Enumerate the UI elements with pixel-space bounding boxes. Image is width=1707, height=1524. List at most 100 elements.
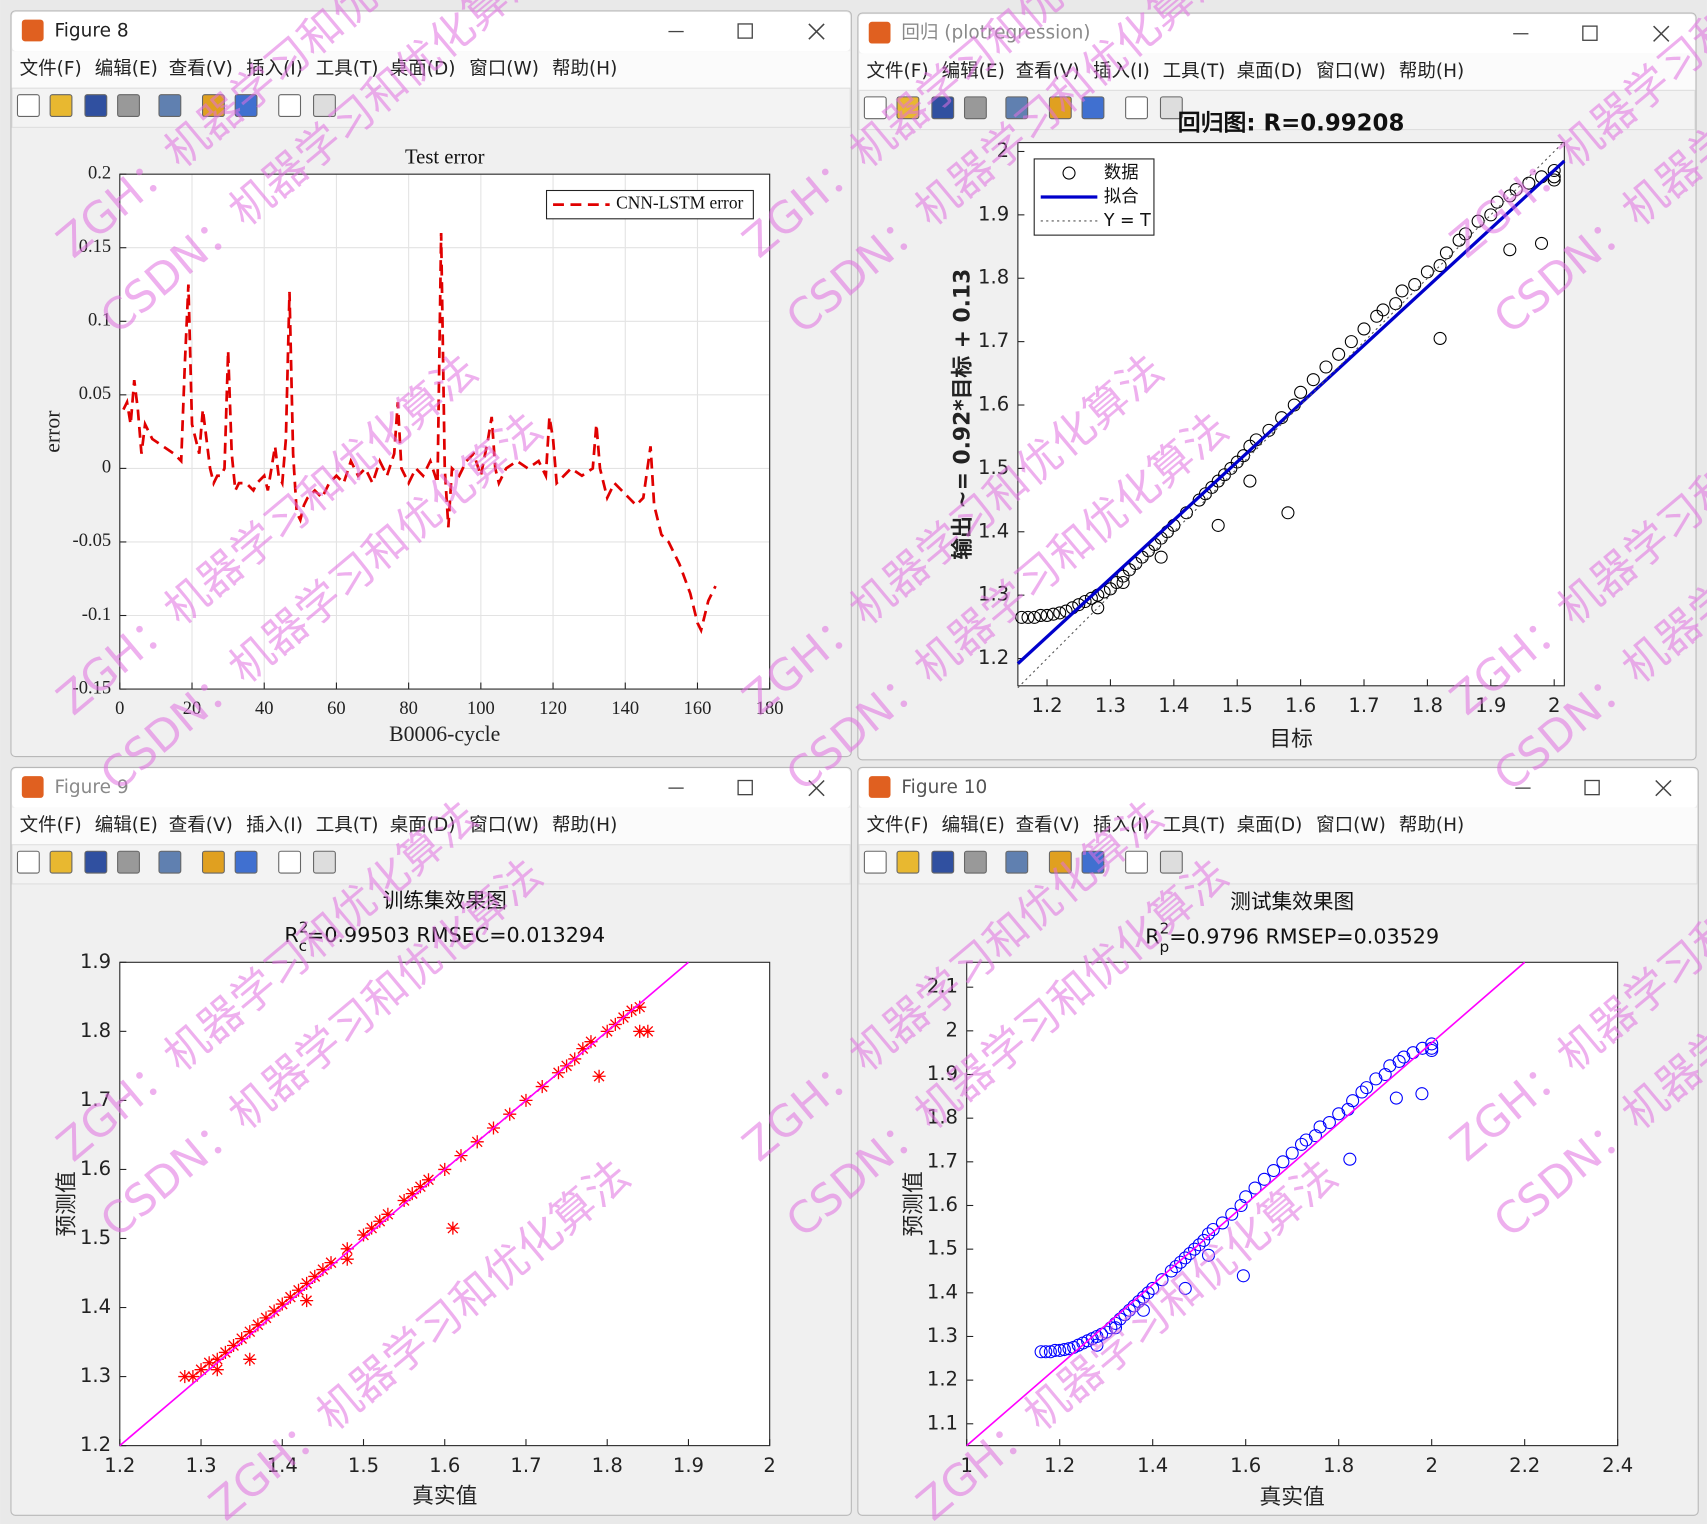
menu-item[interactable]: 桌面(D) <box>1237 61 1303 82</box>
subtitle-sup: 2 <box>299 918 309 936</box>
data-point <box>1108 1321 1123 1335</box>
data-point <box>1294 1137 1309 1151</box>
maximize-button[interactable] <box>737 779 753 796</box>
menu-item[interactable]: 文件(F) <box>20 59 82 80</box>
data-point <box>316 1263 330 1277</box>
y-tick-label: 0.1 <box>88 311 111 331</box>
toolbar-button[interactable] <box>1125 96 1148 120</box>
menu-item[interactable]: 窗口(W) <box>1316 61 1386 82</box>
toolbar-button[interactable] <box>201 94 225 118</box>
app-icon <box>21 776 44 798</box>
menu-item[interactable]: 桌面(D) <box>390 815 456 836</box>
subtitle-sub: p <box>1160 938 1170 956</box>
data-point <box>275 1297 289 1311</box>
toolbar-button[interactable] <box>1005 850 1029 874</box>
toolbar-button[interactable] <box>863 850 887 874</box>
toolbar-button[interactable] <box>278 94 302 118</box>
toolbar-button[interactable] <box>16 850 40 874</box>
toolbar-button[interactable] <box>896 96 920 120</box>
menu-item[interactable]: 文件(F) <box>867 815 929 836</box>
toolbar-button[interactable] <box>158 850 182 874</box>
toolbar-button[interactable] <box>1048 96 1072 120</box>
menu-item[interactable]: 查看(V) <box>169 59 233 80</box>
menu-item[interactable]: 编辑(E) <box>95 59 158 80</box>
toolbar-button[interactable] <box>896 850 920 874</box>
menu-item[interactable]: 编辑(E) <box>942 61 1005 82</box>
menu-item[interactable]: 工具(T) <box>1163 815 1226 836</box>
toolbar-button[interactable] <box>1048 850 1072 874</box>
data-point <box>1084 591 1098 605</box>
toolbar-button[interactable] <box>1159 850 1183 874</box>
title-bar <box>12 11 851 52</box>
menu-item[interactable]: 编辑(E) <box>95 815 158 836</box>
data-point <box>1146 1281 1160 1295</box>
toolbar-button[interactable] <box>49 850 73 874</box>
menu-item[interactable]: 插入(I) <box>1093 61 1150 82</box>
menu-item[interactable]: 窗口(W) <box>469 59 539 80</box>
toolbar-button[interactable] <box>84 850 108 874</box>
toolbar-button[interactable] <box>278 850 302 874</box>
toolbar-button[interactable] <box>863 96 887 120</box>
menu-item[interactable]: 帮助(H) <box>552 59 617 80</box>
toolbar-button[interactable] <box>1081 850 1105 874</box>
menu-item[interactable]: 插入(I) <box>246 59 303 80</box>
menu-item[interactable]: 查看(V) <box>1016 815 1080 836</box>
toolbar-button[interactable] <box>313 850 336 874</box>
y-tick-label: 1.4 <box>927 1280 958 1303</box>
toolbar-button[interactable] <box>16 94 40 118</box>
menu-item[interactable]: 文件(F) <box>867 61 929 82</box>
toolbar-button[interactable] <box>201 850 225 874</box>
toolbar-button[interactable] <box>313 94 336 118</box>
menu-item[interactable]: 帮助(H) <box>1399 61 1464 82</box>
close-button[interactable] <box>1653 25 1670 42</box>
menu-item[interactable]: 桌面(D) <box>390 59 456 80</box>
menu-item[interactable]: 窗口(W) <box>1316 815 1386 836</box>
toolbar-button[interactable] <box>1159 96 1183 120</box>
maximize-button[interactable] <box>1582 25 1598 41</box>
menu-item[interactable]: 查看(V) <box>169 815 233 836</box>
y-tick-label: -0.05 <box>73 531 112 551</box>
menu-item[interactable]: 文件(F) <box>20 815 82 836</box>
maximize-button[interactable] <box>737 23 753 39</box>
toolbar-button[interactable] <box>931 96 955 120</box>
toolbar-button[interactable] <box>1081 96 1105 120</box>
data-point <box>1215 1216 1229 1230</box>
close-button[interactable] <box>808 23 825 40</box>
toolbar-button[interactable] <box>234 850 258 874</box>
toolbar-button[interactable] <box>931 850 955 874</box>
window-title: Figure 9 <box>54 777 128 798</box>
toolbar-button[interactable] <box>963 850 987 874</box>
toolbar-button[interactable] <box>117 94 140 118</box>
menu-item[interactable]: 编辑(E) <box>942 815 1005 836</box>
data-point <box>1357 322 1371 336</box>
toolbar-button[interactable] <box>1005 96 1029 120</box>
data-point <box>202 1356 216 1370</box>
toolbar-button[interactable] <box>117 850 140 874</box>
toolbar-button[interactable] <box>84 94 108 118</box>
maximize-button[interactable] <box>1584 779 1600 796</box>
toolbar-button[interactable] <box>158 94 182 118</box>
menu-item[interactable]: 查看(V) <box>1016 61 1080 82</box>
data-point <box>1343 1152 1357 1166</box>
close-button[interactable] <box>1655 779 1672 797</box>
data-point <box>1116 575 1130 590</box>
y-tick-label: 1.5 <box>80 1226 111 1249</box>
x-tick-label: 1.8 <box>592 1454 623 1477</box>
toolbar-button[interactable] <box>963 96 987 120</box>
menu-item[interactable]: 插入(I) <box>1093 815 1150 836</box>
menu-item[interactable]: 桌面(D) <box>1237 815 1303 836</box>
menu-item[interactable]: 工具(T) <box>316 59 379 80</box>
menu-item[interactable]: 工具(T) <box>1163 61 1226 82</box>
menu-item[interactable]: 插入(I) <box>246 815 303 836</box>
subtitle-sup: 2 <box>1160 919 1170 937</box>
menu-item[interactable]: 窗口(W) <box>469 815 539 836</box>
menu-item[interactable]: 帮助(H) <box>552 815 617 836</box>
menu-item[interactable]: 帮助(H) <box>1399 815 1464 836</box>
x-axis-label: B0006-cycle <box>389 722 500 746</box>
close-button[interactable] <box>808 779 825 797</box>
data-point <box>1062 1342 1076 1356</box>
toolbar-button[interactable] <box>234 94 258 118</box>
toolbar-button[interactable] <box>1125 850 1148 874</box>
toolbar-button[interactable] <box>49 94 73 118</box>
menu-item[interactable]: 工具(T) <box>316 815 379 836</box>
